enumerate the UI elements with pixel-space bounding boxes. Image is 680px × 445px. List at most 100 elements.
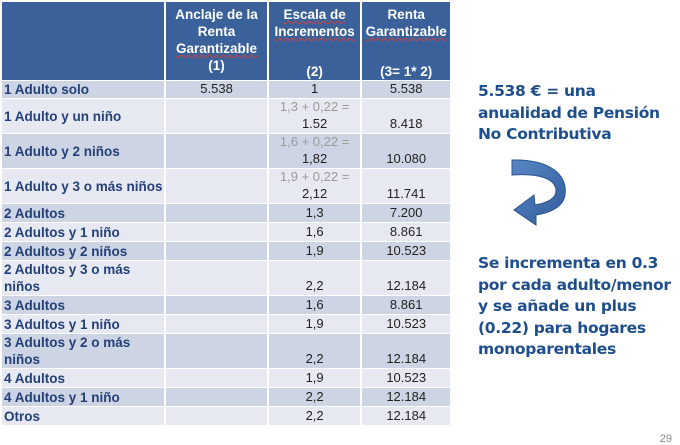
scale-cell: 1,9 xyxy=(268,369,361,387)
header-text: (1) xyxy=(208,58,225,73)
scale-cell: 2,2 xyxy=(268,334,361,368)
renta-value: 10.523 xyxy=(386,316,427,331)
scale-cell: 1,6 + 0,22 = 1,82 xyxy=(268,134,361,168)
table-row: 2 Adultos y 3 o más niños 2,2 12.184 xyxy=(2,261,450,295)
label-text: 3 Adultos y 1 niño xyxy=(4,316,120,332)
scale-cell: 1,6 xyxy=(268,296,361,314)
table-row: 2 Adultos y 1 niño 1,6 8.861 xyxy=(2,223,450,241)
scale-formula: 1,3 + 0,22 = xyxy=(279,99,350,114)
label-text: Otros xyxy=(4,408,41,424)
table-row: 3 Adultos 1,6 8.861 xyxy=(2,296,450,314)
household-label: 2 Adultos y 3 o más niños xyxy=(2,261,165,295)
renta-value: 8.861 xyxy=(389,297,423,312)
note-incremento: Se incrementa en 0.3 por cada adulto/men… xyxy=(478,254,671,358)
scale-value: 2,2 xyxy=(305,389,324,404)
scale-value: 1,9 xyxy=(305,370,324,385)
household-label: 1 Adulto y un niño xyxy=(2,99,165,133)
anchor-cell xyxy=(166,204,267,222)
scale-cell: 1,9 xyxy=(268,315,361,333)
renta-cell: 8.418 xyxy=(362,99,450,133)
scale-cell: 1,3 xyxy=(268,204,361,222)
renta-cell: 10.523 xyxy=(362,242,450,260)
renta-value: 8.418 xyxy=(389,116,423,131)
scale-value: 2,2 xyxy=(305,351,324,366)
scale-value: 2,2 xyxy=(305,278,324,293)
table-row: 4 Adultos 1,9 10.523 xyxy=(2,369,450,387)
household-label: 4 Adultos y 1 niño xyxy=(2,388,165,406)
label-text: 3 Adultos y 2 o más niños xyxy=(4,335,131,367)
scale-value: 2,12 xyxy=(301,186,328,201)
anchor-cell xyxy=(166,223,267,241)
label-text: 1 Adulto solo xyxy=(4,82,89,97)
scale-value: 1,9 xyxy=(305,243,324,258)
header-empty-cell xyxy=(2,2,165,80)
label-text: 2 Adultos xyxy=(4,205,66,221)
scale-cell: 2,2 xyxy=(268,388,361,406)
anchor-cell xyxy=(166,169,267,203)
scale-formula: 1,6 + 0,22 = xyxy=(279,134,350,149)
scale-value: 1,82 xyxy=(301,151,328,166)
renta-cell: 8.861 xyxy=(362,223,450,241)
household-label: 3 Adultos y 1 niño xyxy=(2,315,165,333)
scale-value: 1,6 xyxy=(305,297,324,312)
renta-cell: 7.200 xyxy=(362,204,450,222)
renta-value: 10.080 xyxy=(386,151,427,166)
household-label: 2 Adultos y 2 niños xyxy=(2,242,165,260)
household-label: 2 Adultos y 1 niño xyxy=(2,223,165,241)
renta-cell: 10.523 xyxy=(362,315,450,333)
scale-value: 2,2 xyxy=(305,408,324,423)
renta-value: 8.861 xyxy=(389,224,423,239)
curved-arrow-icon xyxy=(511,159,566,226)
label-text: 2 Adultos y 1 niño xyxy=(4,224,120,240)
header-text: Garantizable xyxy=(365,24,447,39)
table-body: 1 Adulto solo 5.538 1 5.538 1 Adulto y un ni… xyxy=(2,81,450,426)
renta-cell: 10.080 xyxy=(362,134,450,168)
table-row: 1 Adulto y 3 o más niños 1,9 + 0,22 = 2,12… xyxy=(2,169,450,203)
label-text: 2 Adultos y 3 o más niños xyxy=(4,262,131,294)
renta-value: 11.741 xyxy=(386,186,426,201)
household-label: 4 Adultos xyxy=(2,369,165,387)
header-text: Escala de xyxy=(283,7,346,22)
table-row: 3 Adultos y 2 o más niños 2,2 12.184 xyxy=(2,334,450,368)
label-text: 1 Adulto y un niño xyxy=(4,108,122,124)
anchor-cell xyxy=(166,334,267,368)
label-text: 1 Adulto y 3 o más niños xyxy=(4,178,163,194)
renta-value: 12.184 xyxy=(386,408,427,423)
scale-value: 1,3 xyxy=(305,205,324,220)
renta-cell: 12.184 xyxy=(362,261,450,295)
renta-cell: 11.741 xyxy=(362,169,450,203)
anchor-cell xyxy=(166,261,267,295)
header-text: Renta xyxy=(387,7,425,22)
anchor-cell xyxy=(166,99,267,133)
household-label: 3 Adultos xyxy=(2,296,165,314)
scale-cell: 2,2 xyxy=(268,261,361,295)
scale-value: 1.52 xyxy=(301,116,328,131)
note-anualidad: 5.538 € = una anualidad de Pensión No Co… xyxy=(478,82,660,143)
household-label: Otros xyxy=(2,407,165,425)
label-text: 2 Adultos y 2 niños xyxy=(4,243,128,259)
table-row: 4 Adultos y 1 niño 2,2 12.184 xyxy=(2,388,450,406)
renta-cell: 8.861 xyxy=(362,296,450,314)
anchor-cell xyxy=(166,407,267,425)
renta-value: 10.523 xyxy=(386,243,427,258)
table-row: Otros 2,2 12.184 xyxy=(2,407,450,425)
household-label: 3 Adultos y 2 o más niños xyxy=(2,334,165,368)
renta-cell: 5.538 xyxy=(362,81,450,98)
household-label: 1 Adulto solo xyxy=(2,81,165,98)
header-text: Anclaje de la xyxy=(175,7,258,22)
header-text: Renta xyxy=(197,24,236,39)
household-label: 1 Adulto y 2 niños xyxy=(2,134,165,168)
header-text: Garantizable xyxy=(176,41,258,56)
renta-value: 12.184 xyxy=(386,351,427,366)
header-escala: Escala de Incrementos (2) xyxy=(268,2,361,80)
scale-value: 1,9 xyxy=(305,316,324,331)
scale-value: 1 xyxy=(310,81,319,96)
renta-value: 12.184 xyxy=(386,389,427,404)
label-text: 3 Adultos xyxy=(4,297,66,313)
header-text: (2) xyxy=(306,64,323,79)
anchor-cell: 5.538 xyxy=(166,81,267,98)
anchor-cell xyxy=(166,369,267,387)
household-label: 1 Adulto y 3 o más niños xyxy=(2,169,165,203)
header-text: (3= 1* 2) xyxy=(380,64,433,79)
table-row: 1 Adulto y 2 niños 1,6 + 0,22 = 1,82 10.080 xyxy=(2,134,450,168)
